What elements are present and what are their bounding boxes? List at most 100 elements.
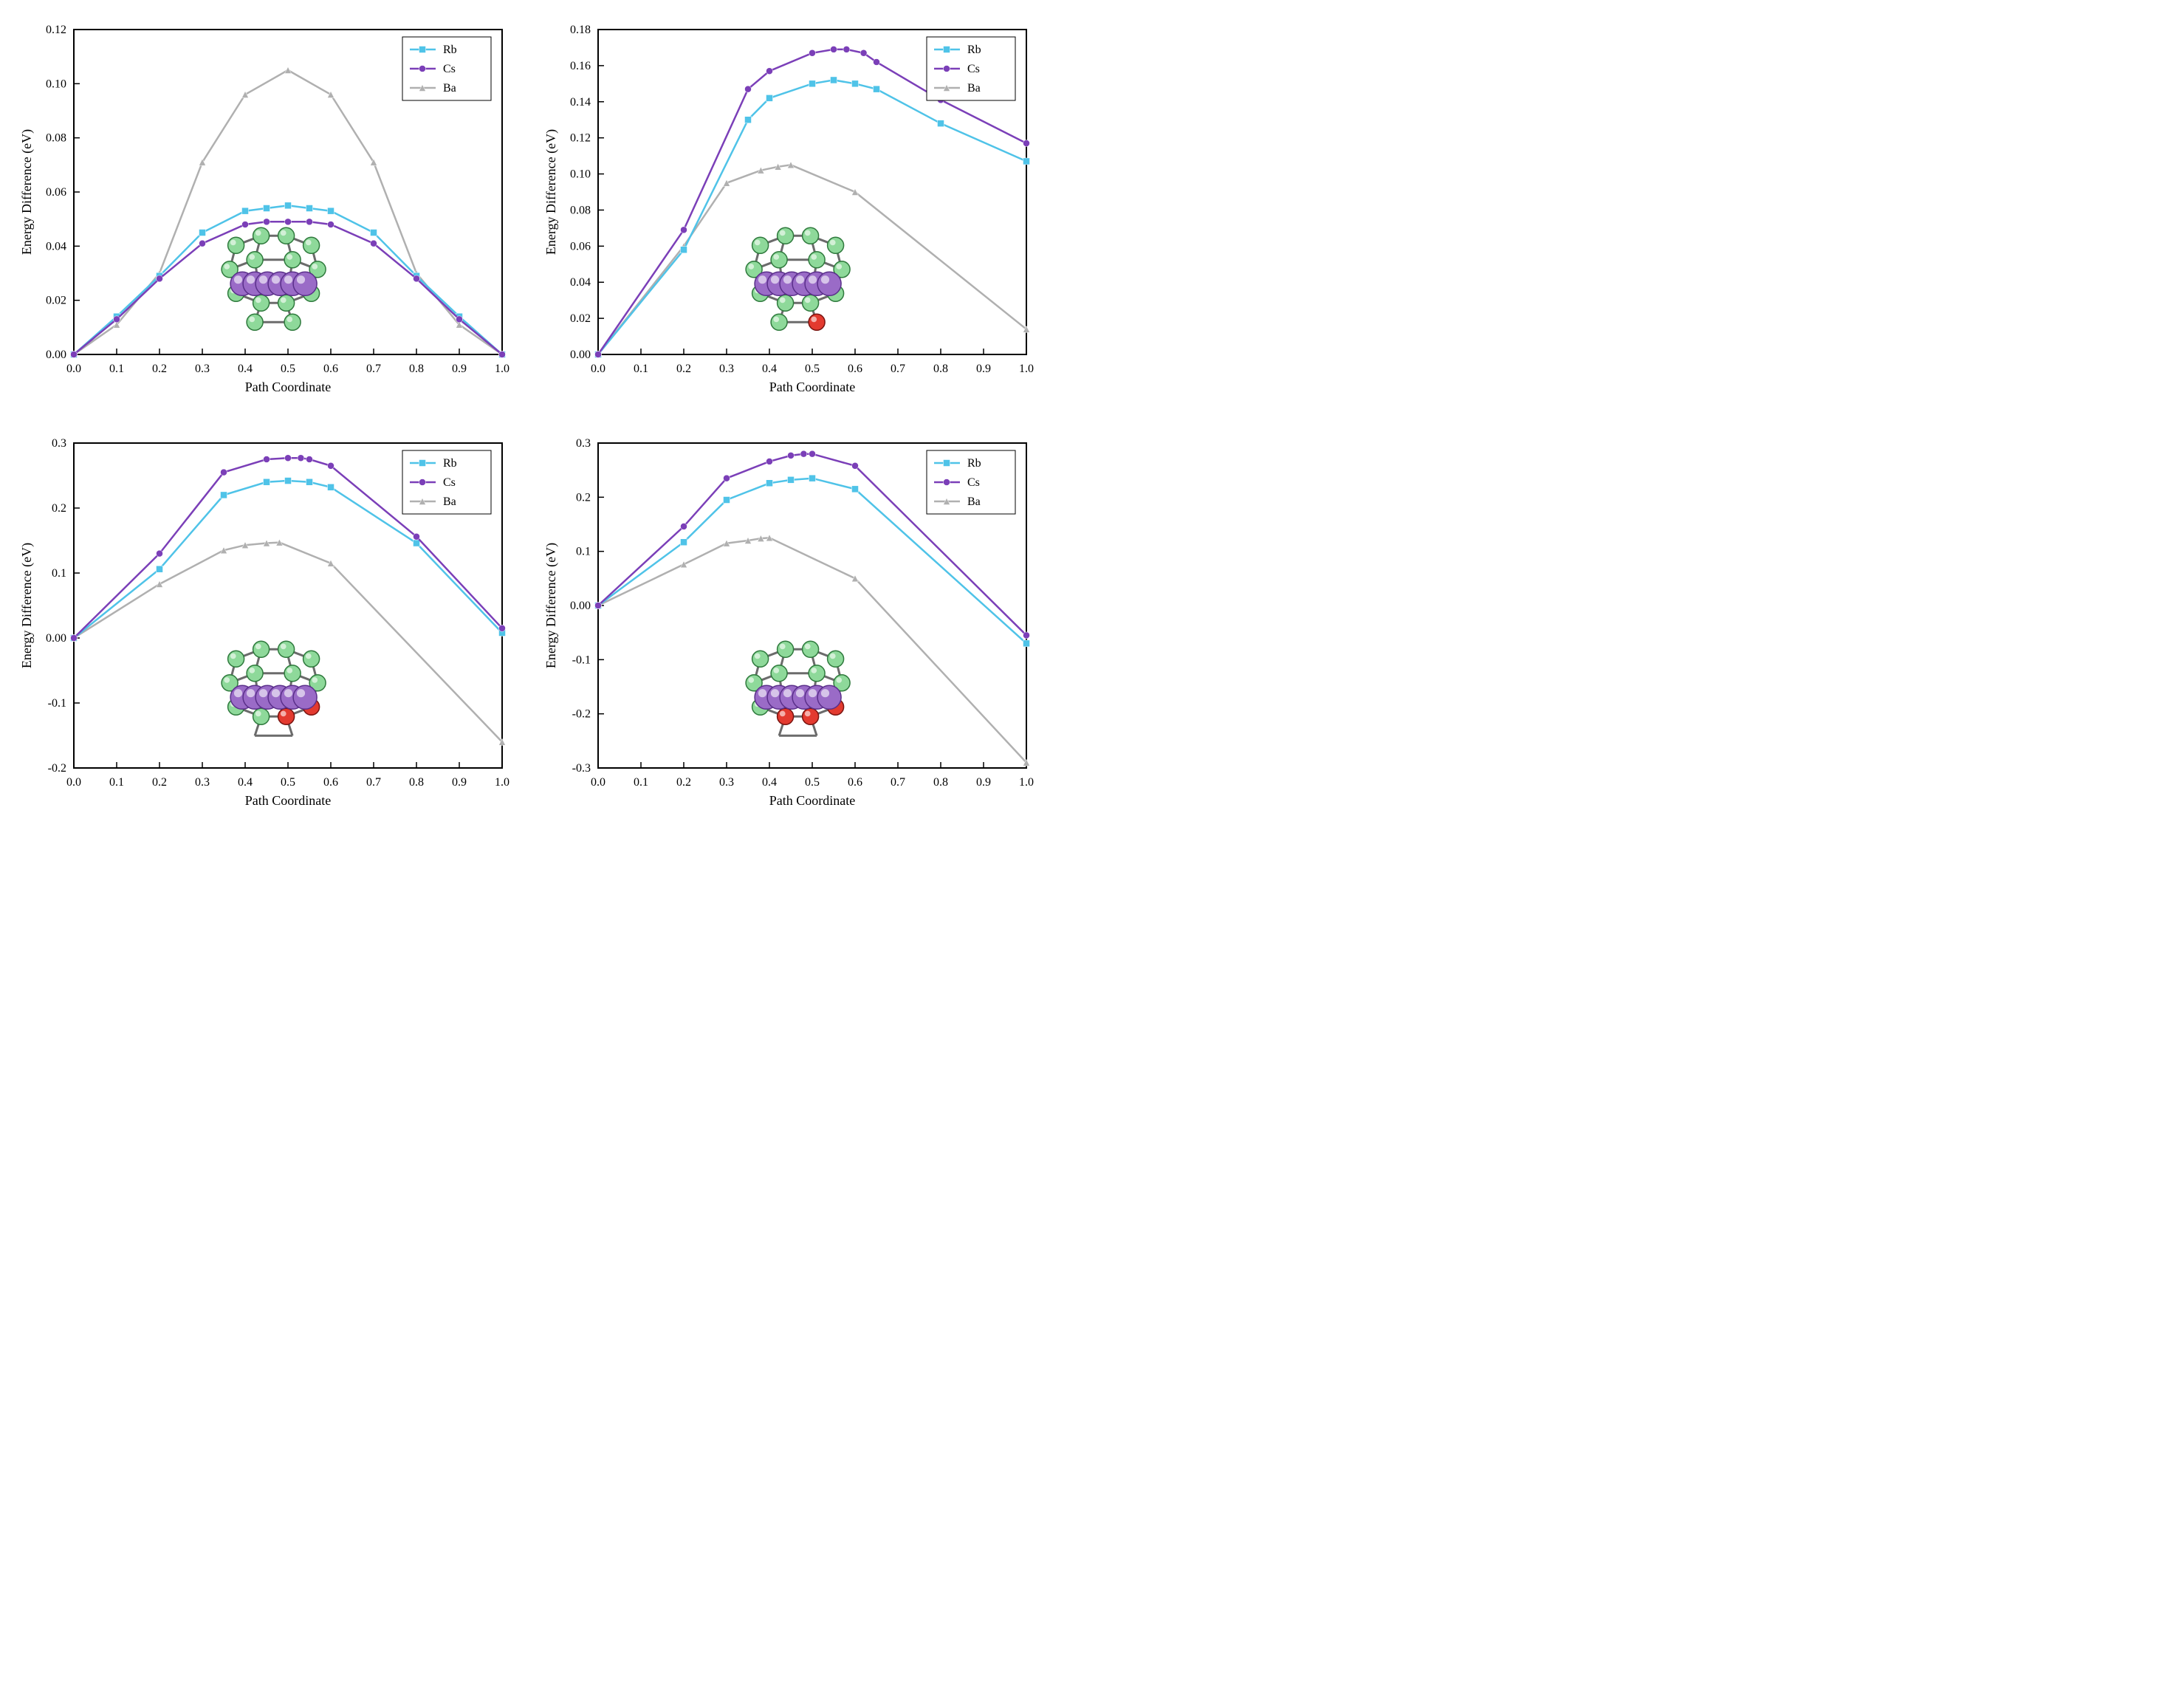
inset-purple-atom-highlight (284, 689, 292, 697)
x-tick-label: 0.3 (195, 776, 210, 789)
x-axis-label: Path Coordinate (245, 793, 331, 808)
x-tick-label: 0.4 (238, 363, 253, 375)
inset-atom-highlight (230, 654, 236, 659)
x-tick-label: 1.0 (495, 776, 509, 789)
y-tick-label: 0.08 (46, 132, 66, 145)
marker-cs (852, 462, 859, 469)
x-tick-label: 0.9 (452, 363, 467, 375)
legend-label-rb: Rb (967, 44, 981, 56)
x-tick-label: 0.2 (676, 363, 691, 375)
y-tick-label: -0.1 (572, 654, 591, 666)
inset-atom-highlight (306, 654, 312, 659)
x-tick-label: 0.4 (762, 776, 777, 789)
inset-atom (284, 665, 301, 682)
inset-atom-highlight (224, 677, 230, 683)
x-tick-label: 0.2 (152, 776, 167, 789)
marker-cs (306, 456, 313, 463)
inset-purple-atom-highlight (771, 275, 779, 284)
x-tick-label: 0.8 (409, 776, 424, 789)
inset-atom (778, 295, 794, 311)
inset-atom (803, 641, 819, 657)
marker-cs (264, 219, 270, 225)
x-tick-label: 0.5 (805, 776, 820, 789)
x-tick-label: 0.7 (891, 776, 905, 789)
inset-atom (771, 314, 787, 330)
panel-bottom-left: 0.00.10.20.30.40.50.60.70.80.91.0-0.2-0.… (15, 428, 524, 827)
marker-rb (306, 479, 313, 485)
marker-cs (745, 86, 752, 92)
x-tick-label: 0.1 (634, 363, 648, 375)
marker-cs (766, 68, 773, 75)
y-tick-label: 0.12 (46, 24, 66, 36)
inset-atom-highlight (773, 317, 779, 323)
y-tick-label: 0.2 (52, 502, 66, 515)
y-tick-label: 0.1 (576, 546, 591, 558)
inset-atom (803, 295, 819, 311)
y-tick-label: 0.04 (46, 240, 66, 253)
marker-cs (860, 49, 867, 56)
marker-cs (724, 475, 730, 481)
legend-label-cs: Cs (443, 476, 456, 489)
marker-rb (788, 476, 795, 483)
inset-atom-highlight (805, 230, 811, 236)
marker-cs (874, 59, 880, 66)
legend-label-rb: Rb (443, 44, 457, 56)
inset-atom-highlight (249, 254, 255, 260)
marker-cs (419, 66, 426, 72)
marker-rb (852, 486, 859, 493)
inset-atom (247, 314, 263, 330)
marker-cs (298, 455, 304, 462)
x-tick-label: 0.6 (848, 776, 862, 789)
y-tick-label: -0.2 (572, 708, 591, 721)
marker-cs (1023, 140, 1030, 147)
marker-cs (456, 316, 463, 323)
marker-cs (242, 222, 249, 228)
x-tick-label: 0.6 (848, 363, 862, 375)
marker-rb (221, 492, 227, 498)
x-tick-label: 0.3 (719, 363, 734, 375)
inset-atom-highlight (255, 298, 261, 303)
x-tick-label: 0.2 (152, 363, 167, 375)
inset-atom (278, 295, 295, 311)
marker-cs (285, 219, 292, 225)
marker-cs (285, 455, 292, 462)
marker-cs (414, 533, 420, 540)
x-tick-label: 0.8 (933, 363, 948, 375)
inset-purple-atom-highlight (234, 275, 242, 284)
marker-rb (1023, 158, 1030, 165)
inset-atom-highlight (755, 240, 761, 246)
marker-rb (157, 566, 163, 572)
inset-purple-atom-highlight (783, 275, 792, 284)
inset-atom (778, 227, 794, 244)
y-tick-label: 0.10 (570, 168, 591, 181)
marker-rb (199, 230, 206, 236)
inset-atom-highlight (780, 230, 786, 236)
legend-label-ba: Ba (443, 495, 456, 508)
inset-atom (278, 227, 295, 244)
x-tick-label: 0.9 (976, 776, 991, 789)
inset-atom-highlight (811, 317, 817, 323)
y-tick-label: 0.3 (52, 437, 66, 450)
marker-cs (306, 219, 313, 225)
inset-atom-highlight (780, 644, 786, 650)
marker-cs (221, 469, 227, 476)
y-axis-label: Energy Difference (eV) (543, 129, 559, 255)
inset-atom-highlight (281, 230, 287, 236)
marker-rb (264, 479, 270, 485)
x-tick-label: 0.6 (323, 363, 338, 375)
marker-cs (114, 316, 120, 323)
inset-atom (828, 237, 844, 253)
marker-rb (285, 202, 292, 209)
inset-atom-highlight (811, 668, 817, 673)
marker-cs (788, 452, 795, 459)
marker-rb (874, 86, 880, 92)
inset-atom-highlight (830, 654, 836, 659)
panel-top-left: 0.00.10.20.30.40.50.60.70.80.91.00.000.0… (15, 15, 524, 414)
inset-purple-atom-highlight (758, 689, 766, 697)
marker-rb (766, 95, 773, 101)
legend-label-rb: Rb (443, 457, 457, 470)
marker-cs (681, 523, 687, 529)
x-tick-label: 0.3 (195, 363, 210, 375)
inset-atom-highlight (312, 264, 318, 270)
inset-atom (303, 651, 320, 667)
